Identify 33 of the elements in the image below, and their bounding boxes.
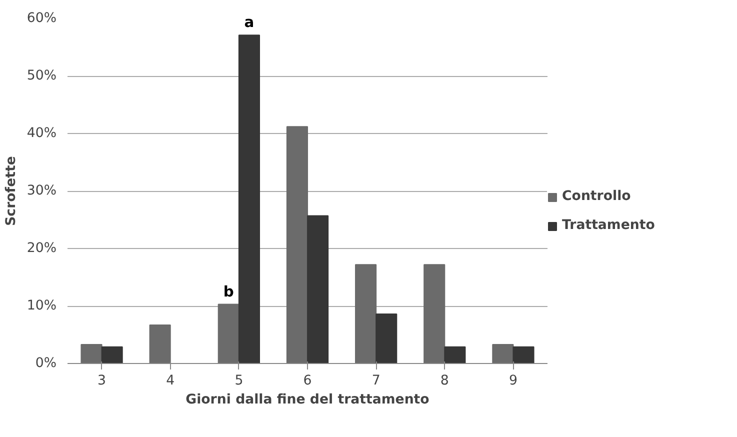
y-tick-label: 10% [26,298,56,314]
annotation: b [223,283,234,300]
bar [218,304,240,364]
y-tick-label: 30% [26,184,56,198]
y-tick-label: 50% [26,68,56,84]
x-tick-label: 6 [303,374,312,388]
bar [238,34,260,364]
legend-label: Trattamento [562,218,655,233]
legend-label: Controllo [562,189,631,204]
y-tick-label: 60% [26,11,56,26]
x-tick-label: 9 [508,374,518,388]
y-tick-label: 40% [26,126,56,141]
bar [80,344,102,364]
bar [149,324,171,364]
bar [307,215,329,364]
y-tick-label: 20% [26,241,56,256]
bar [512,346,534,364]
x-tick-label: 3 [98,374,106,388]
y-tick-label: 0% [35,356,57,371]
x-tick-label: 5 [234,374,244,388]
x-axis-title: Giorni dalla fine del trattamento [186,392,430,408]
bar [376,314,398,364]
bar [424,264,446,364]
bar [101,346,123,364]
x-tick-label: 7 [372,374,380,388]
bar [286,126,308,364]
annotation: a [244,14,254,32]
bar [355,264,377,364]
x-tick-label: 8 [440,374,449,388]
bar [492,344,514,364]
bar [444,346,466,364]
x-tick-label: 4 [166,374,175,388]
y-axis-title: Scrofette [4,156,19,226]
